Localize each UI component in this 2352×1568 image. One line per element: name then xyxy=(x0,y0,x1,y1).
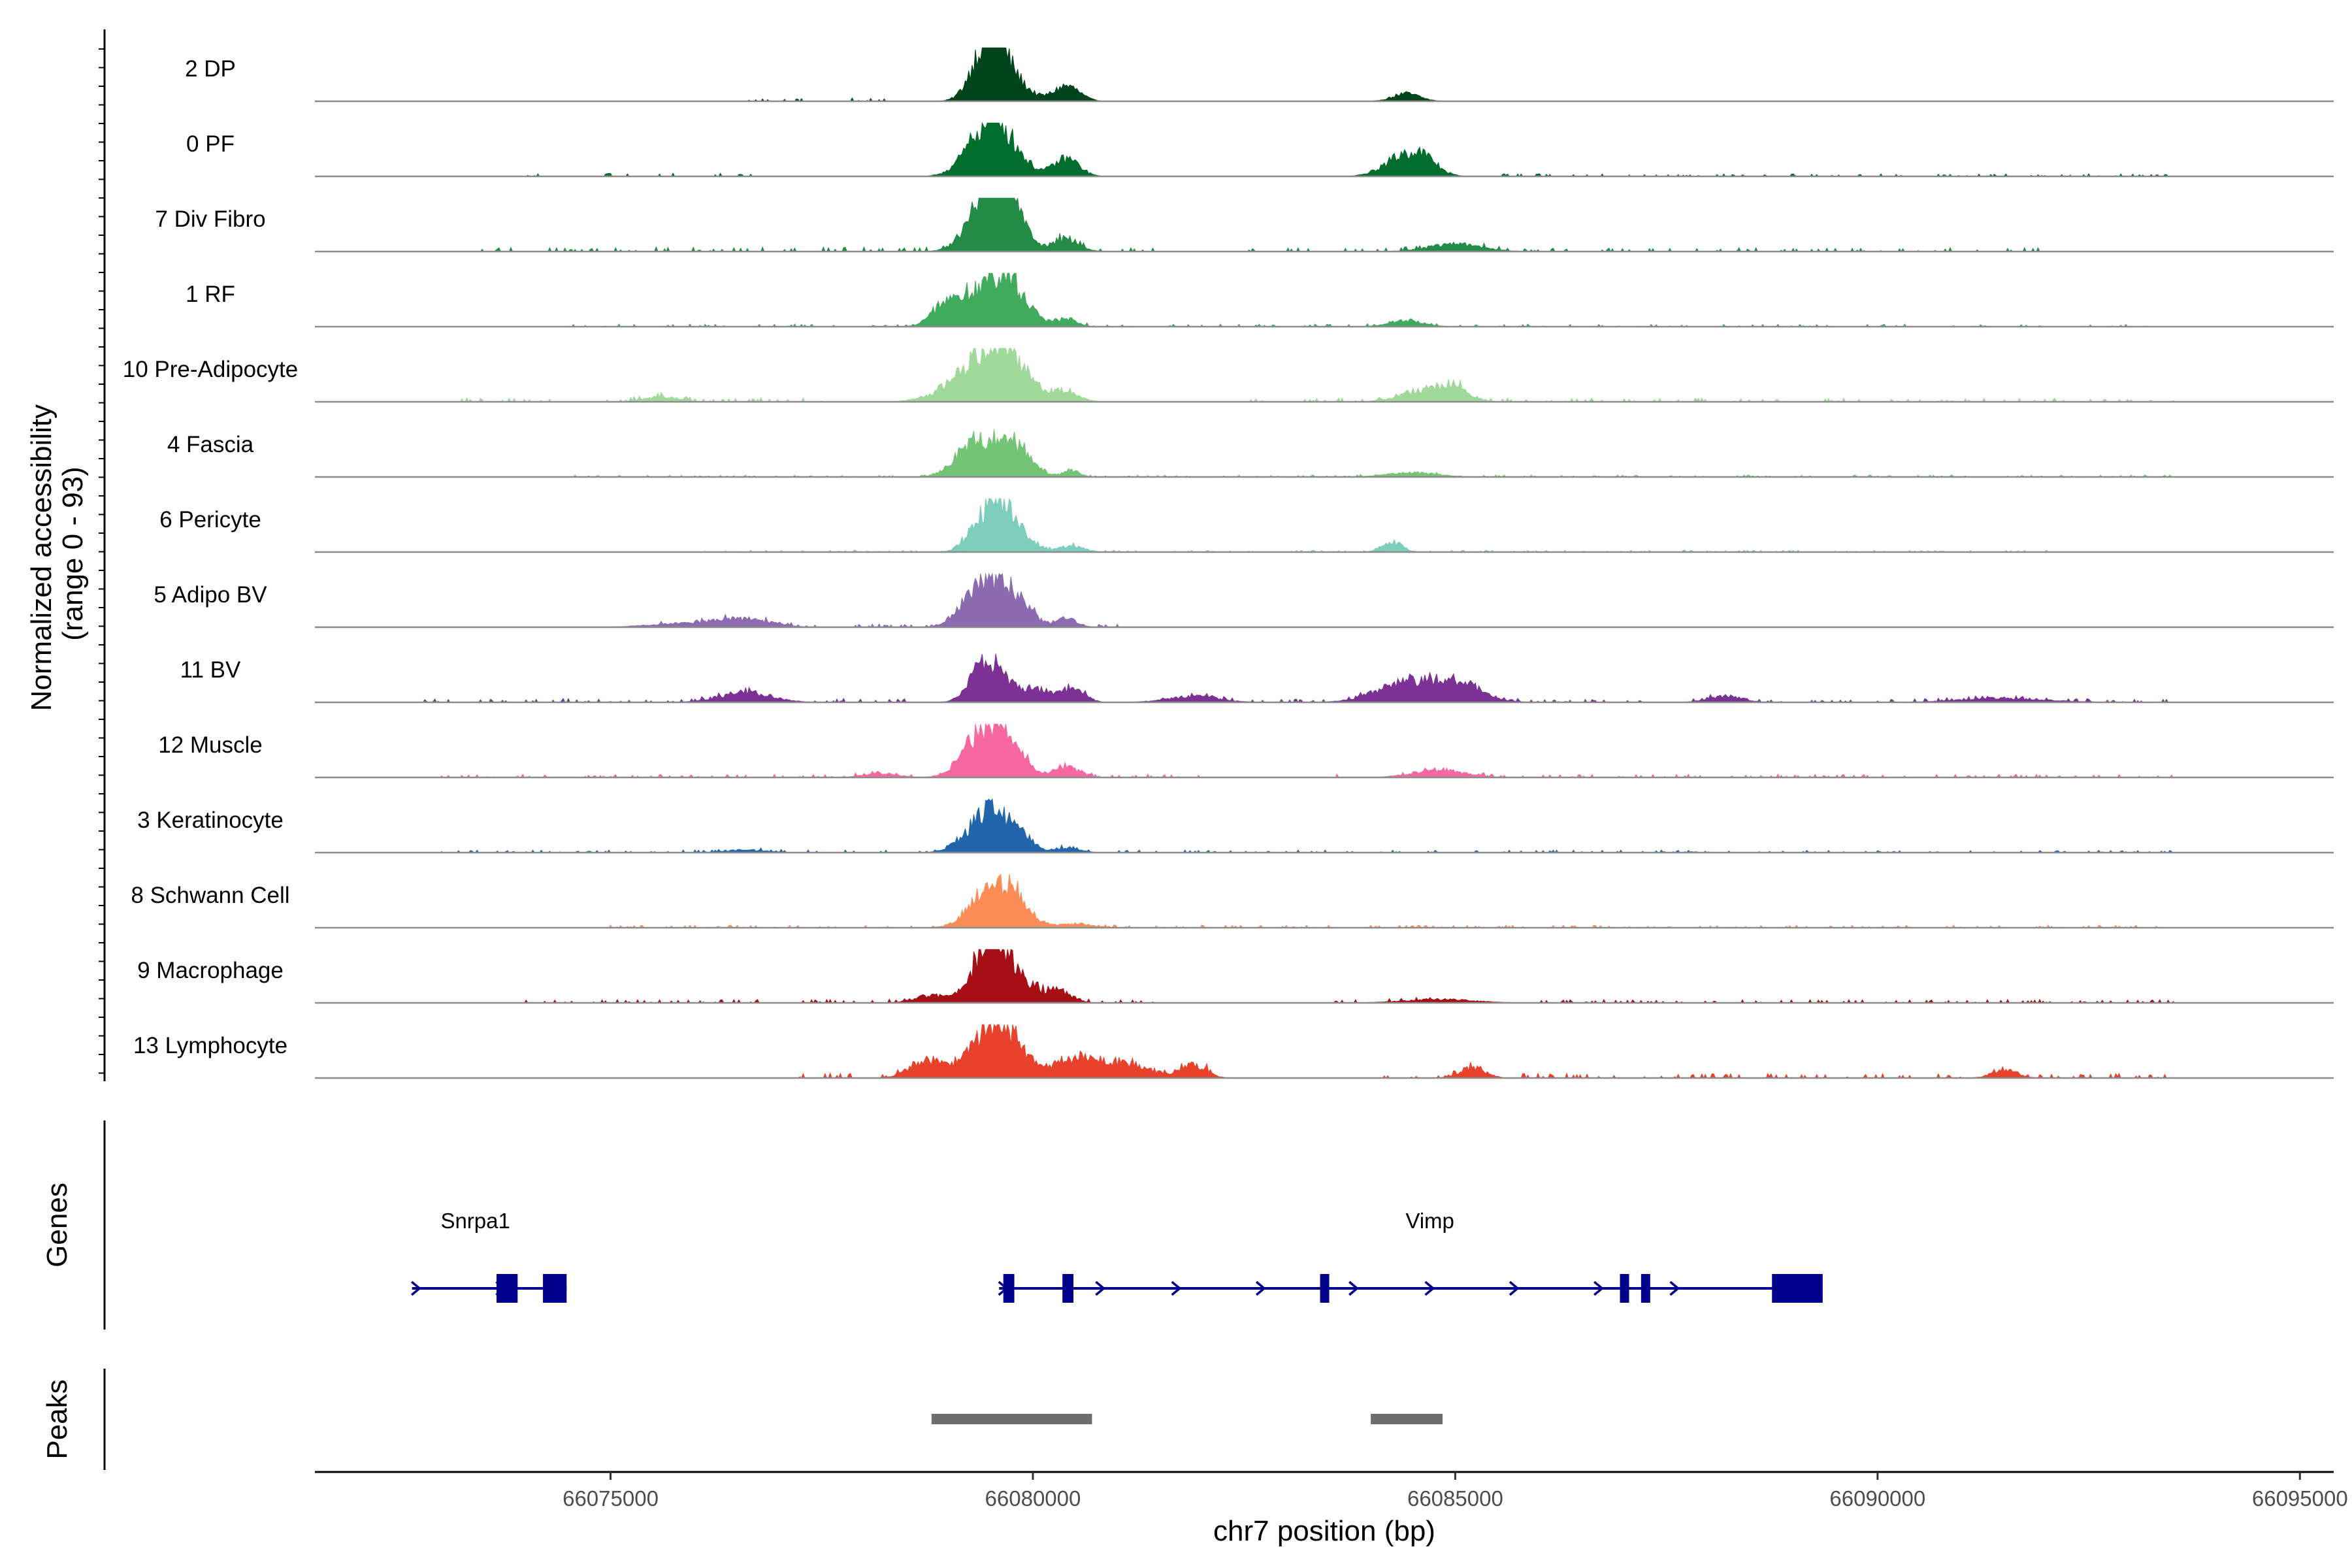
strand-arrow xyxy=(1593,1281,1604,1296)
x-tick-label: 66095000 xyxy=(2252,1486,2348,1511)
coverage-area xyxy=(382,572,2241,628)
gene-vimp: Vimp xyxy=(998,1209,1823,1303)
exon xyxy=(1003,1274,1015,1303)
track-label: 3 Keratinocyte xyxy=(137,808,284,833)
strand-arrow xyxy=(1255,1281,1266,1296)
track-label: 10 Pre-Adipocyte xyxy=(123,357,298,382)
track-8-schwann-cell: 8 Schwann Cell xyxy=(131,874,2334,929)
x-tick-label: 66090000 xyxy=(1829,1486,1925,1511)
gene-track-title: Genes xyxy=(41,1183,73,1267)
track-label: 4 Fascia xyxy=(167,432,254,457)
track-1-rf: 1 RF xyxy=(186,272,2334,328)
x-axis: 66075000 66080000 66085000 66090000 66095000 xyxy=(315,1471,2348,1511)
coverage-area xyxy=(382,874,2241,928)
track-3-keratinocyte: 3 Keratinocyte xyxy=(137,798,2334,854)
strand-arrow xyxy=(1509,1281,1520,1296)
x-axis-title: chr7 position (bp) xyxy=(1213,1515,1435,1547)
coverage-area xyxy=(382,498,2241,553)
track-11-bv: 11 BV xyxy=(180,653,2334,704)
track-4-fascia: 4 Fascia xyxy=(167,429,2334,478)
track-12-muscle: 12 Muscle xyxy=(158,723,2334,779)
x-tick-label: 66075000 xyxy=(563,1486,659,1511)
track-label: 8 Schwann Cell xyxy=(131,883,289,908)
coverage-area xyxy=(382,429,2241,478)
exon xyxy=(1620,1274,1629,1303)
track-10-pre-adipocyte: 10 Pre-Adipocyte xyxy=(123,347,2334,403)
x-tick-label: 66085000 xyxy=(1407,1486,1503,1511)
track-5-adipo-bv: 5 Adipo BV xyxy=(154,572,2334,629)
track-label: 9 Macrophage xyxy=(137,958,284,983)
track-label: 11 BV xyxy=(180,657,241,683)
y-axis-title-line2: (range 0 - 93) xyxy=(57,466,89,641)
coverage-area xyxy=(382,1023,2241,1079)
strand-arrow xyxy=(411,1281,421,1296)
gene-track: Snrpa1 Vimp xyxy=(103,1120,1823,1330)
strand-arrow xyxy=(1095,1281,1106,1296)
track-7-div-fibro: 7 Div Fibro xyxy=(155,197,2334,253)
track-0-pf: 0 PF xyxy=(186,122,2334,178)
track-label: 12 Muscle xyxy=(158,732,263,758)
strand-arrow xyxy=(1171,1281,1182,1296)
exon xyxy=(543,1274,567,1303)
gene-label: Snrpa1 xyxy=(440,1209,510,1233)
track-label: 6 Pericyte xyxy=(159,507,261,532)
track-label: 5 Adipo BV xyxy=(154,582,267,608)
strand-arrow xyxy=(1669,1281,1680,1296)
track-label: 13 Lymphocyte xyxy=(133,1033,287,1058)
peak-region xyxy=(931,1414,1092,1424)
coverage-area xyxy=(382,122,2241,177)
coverage-area xyxy=(382,47,2241,102)
coverage-tracks: 2 DP 0 PF 7 Div Fibro 1 RF 10 Pre-Adipocyte 4… xyxy=(123,47,2334,1079)
exon xyxy=(1062,1274,1074,1303)
exon xyxy=(1320,1274,1330,1303)
track-label: 2 DP xyxy=(185,56,236,82)
strand-arrow xyxy=(1348,1281,1359,1296)
track-label: 1 RF xyxy=(186,282,235,307)
gene-label: Vimp xyxy=(1405,1209,1454,1233)
y-axis-title: Normalized accessibility (range 0 - 93) xyxy=(25,397,89,711)
coverage-area xyxy=(382,197,2241,253)
coverage-area xyxy=(382,653,2241,703)
exon xyxy=(496,1274,518,1303)
coverage-area xyxy=(382,949,2241,1004)
coverage-area xyxy=(382,798,2241,853)
coverage-area xyxy=(382,347,2241,403)
x-tick-label: 66080000 xyxy=(985,1486,1081,1511)
coverage-area xyxy=(382,723,2241,778)
track-2-dp: 2 DP xyxy=(185,47,2334,103)
track-label: 0 PF xyxy=(186,131,235,157)
y-axis-title-line1: Normalized accessibility xyxy=(25,404,57,711)
track-13-lymphocyte: 13 Lymphocyte xyxy=(133,1023,2334,1079)
track-9-macrophage: 9 Macrophage xyxy=(137,949,2334,1004)
gene-snrpa1: Snrpa1 xyxy=(411,1209,567,1303)
strand-arrow xyxy=(1424,1281,1435,1296)
track-6-pericyte: 6 Pericyte xyxy=(159,498,2334,553)
coverage-area xyxy=(382,272,2241,327)
exon xyxy=(1772,1274,1823,1303)
peak-track xyxy=(103,1369,1443,1470)
peak-region xyxy=(1371,1414,1443,1424)
accessibility-axis xyxy=(99,29,106,1081)
peak-track-title: Peaks xyxy=(41,1379,73,1459)
track-label: 7 Div Fibro xyxy=(155,206,265,232)
exon xyxy=(1641,1274,1650,1303)
